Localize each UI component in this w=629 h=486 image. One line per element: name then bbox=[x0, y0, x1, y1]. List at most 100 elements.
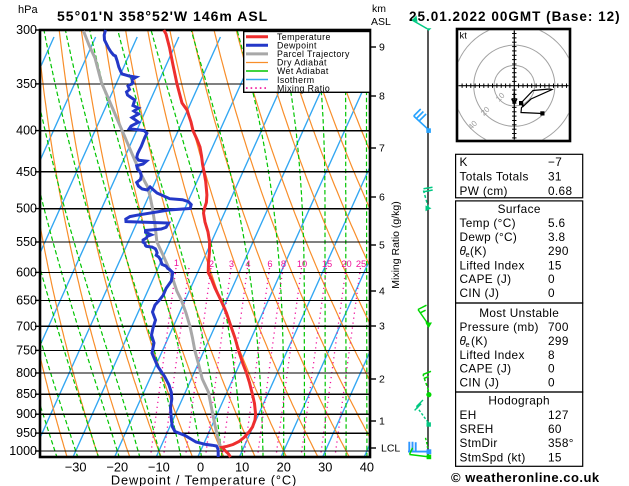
svg-text:ASL: ASL bbox=[371, 16, 391, 28]
svg-text:Dewp (°C): Dewp (°C) bbox=[460, 230, 518, 244]
svg-text:θ: θ bbox=[460, 244, 467, 258]
svg-text:Surface: Surface bbox=[498, 202, 541, 216]
svg-text:8: 8 bbox=[548, 348, 555, 362]
svg-text:0: 0 bbox=[548, 376, 555, 390]
svg-text:Parcel Trajectory: Parcel Trajectory bbox=[277, 49, 350, 59]
svg-text:1: 1 bbox=[174, 258, 179, 268]
svg-text:4: 4 bbox=[379, 286, 385, 298]
svg-text:hPa: hPa bbox=[18, 4, 38, 16]
svg-text:800: 800 bbox=[16, 366, 37, 380]
svg-text:358°: 358° bbox=[548, 436, 574, 450]
svg-text:7: 7 bbox=[379, 143, 385, 155]
svg-text:Temp (°C): Temp (°C) bbox=[460, 216, 516, 230]
svg-text:km: km bbox=[372, 3, 386, 15]
svg-text:PW (cm): PW (cm) bbox=[460, 184, 508, 198]
svg-text:3: 3 bbox=[229, 259, 234, 269]
svg-text:40: 40 bbox=[466, 119, 479, 132]
svg-text:Totals Totals: Totals Totals bbox=[460, 170, 529, 184]
svg-text:−7: −7 bbox=[548, 155, 562, 169]
svg-text:30: 30 bbox=[318, 460, 332, 475]
svg-text:Hodograph: Hodograph bbox=[488, 394, 550, 408]
svg-text:5.6: 5.6 bbox=[548, 216, 566, 230]
svg-text:299: 299 bbox=[548, 334, 569, 348]
svg-text:(K): (K) bbox=[470, 244, 487, 258]
svg-text:15: 15 bbox=[548, 450, 562, 464]
svg-text:EH: EH bbox=[460, 408, 477, 422]
svg-text:2: 2 bbox=[209, 259, 214, 269]
svg-text:Dewpoint / Temperature (°C): Dewpoint / Temperature (°C) bbox=[111, 473, 297, 486]
svg-text:20: 20 bbox=[277, 460, 291, 475]
svg-text:−20: −20 bbox=[106, 460, 128, 475]
svg-text:400: 400 bbox=[16, 124, 37, 138]
svg-text:SREH: SREH bbox=[460, 422, 494, 436]
svg-text:0: 0 bbox=[197, 460, 204, 475]
svg-text:1: 1 bbox=[379, 416, 385, 428]
svg-text:Wet Adiabat: Wet Adiabat bbox=[277, 66, 329, 76]
svg-text:© weatheronline.co.uk: © weatheronline.co.uk bbox=[451, 470, 600, 485]
svg-text:Isotherm: Isotherm bbox=[277, 75, 314, 85]
svg-text:350: 350 bbox=[16, 77, 37, 91]
svg-text:55°01'N 358°52'W 146m ASL: 55°01'N 358°52'W 146m ASL bbox=[57, 8, 268, 24]
svg-text:300: 300 bbox=[16, 23, 37, 37]
svg-text:8: 8 bbox=[281, 259, 286, 269]
svg-text:700: 700 bbox=[548, 320, 569, 334]
svg-text:127: 127 bbox=[548, 408, 569, 422]
svg-text:θ: θ bbox=[460, 334, 467, 348]
svg-text:Mixing Ratio: Mixing Ratio bbox=[277, 83, 330, 93]
svg-text:9: 9 bbox=[379, 42, 385, 54]
svg-text:−10: −10 bbox=[148, 460, 170, 475]
svg-text:20: 20 bbox=[479, 105, 492, 118]
svg-text:10: 10 bbox=[235, 460, 249, 475]
svg-text:StmDir: StmDir bbox=[460, 436, 498, 450]
svg-text:20: 20 bbox=[341, 259, 351, 269]
svg-text:3.8: 3.8 bbox=[548, 230, 566, 244]
svg-text:−30: −30 bbox=[65, 460, 87, 475]
svg-text:e: e bbox=[466, 340, 470, 349]
svg-text:K: K bbox=[460, 155, 468, 169]
svg-text:31: 31 bbox=[548, 170, 562, 184]
svg-text:3: 3 bbox=[379, 321, 385, 333]
svg-text:kt: kt bbox=[460, 31, 468, 42]
svg-text:500: 500 bbox=[16, 202, 37, 216]
svg-text:CAPE (J): CAPE (J) bbox=[460, 362, 512, 376]
svg-text:750: 750 bbox=[16, 343, 37, 357]
svg-text:25: 25 bbox=[356, 259, 366, 269]
svg-text:Pressure (mb): Pressure (mb) bbox=[460, 320, 539, 334]
svg-text:4: 4 bbox=[245, 259, 250, 269]
svg-text:LCL: LCL bbox=[381, 443, 400, 455]
svg-text:0: 0 bbox=[548, 272, 555, 286]
svg-text:290: 290 bbox=[548, 244, 569, 258]
svg-text:0: 0 bbox=[548, 362, 555, 376]
svg-text:8: 8 bbox=[379, 91, 385, 103]
svg-text:Lifted Index: Lifted Index bbox=[460, 348, 525, 362]
svg-text:Most Unstable: Most Unstable bbox=[479, 306, 559, 320]
svg-text:Dewpoint: Dewpoint bbox=[277, 41, 317, 51]
svg-text:Mixing Ratio (g/kg): Mixing Ratio (g/kg) bbox=[390, 201, 402, 289]
svg-text:5: 5 bbox=[379, 240, 385, 252]
svg-text:700: 700 bbox=[16, 319, 37, 333]
svg-text:450: 450 bbox=[16, 165, 37, 179]
svg-text:0.68: 0.68 bbox=[548, 184, 572, 198]
svg-text:Temperature: Temperature bbox=[277, 32, 331, 42]
svg-text:550: 550 bbox=[16, 235, 37, 249]
svg-text:60: 60 bbox=[548, 422, 562, 436]
svg-text:10: 10 bbox=[297, 259, 307, 269]
svg-text:CIN (J): CIN (J) bbox=[460, 286, 500, 300]
svg-text:15: 15 bbox=[548, 258, 562, 272]
svg-text:(K): (K) bbox=[471, 334, 488, 348]
svg-text:CAPE (J): CAPE (J) bbox=[460, 272, 512, 286]
svg-text:1000: 1000 bbox=[9, 444, 37, 458]
svg-text:650: 650 bbox=[16, 293, 37, 307]
svg-text:900: 900 bbox=[16, 407, 37, 421]
svg-text:Dry Adiabat: Dry Adiabat bbox=[277, 58, 327, 68]
svg-text:850: 850 bbox=[16, 387, 37, 401]
svg-text:25.01.2022 00GMT (Base: 12): 25.01.2022 00GMT (Base: 12) bbox=[409, 9, 621, 24]
svg-text:Lifted Index: Lifted Index bbox=[460, 258, 525, 272]
svg-text:10: 10 bbox=[494, 91, 507, 104]
svg-text:CIN (J): CIN (J) bbox=[460, 376, 500, 390]
svg-text:0: 0 bbox=[548, 286, 555, 300]
svg-text:6: 6 bbox=[267, 259, 272, 269]
svg-text:StmSpd (kt): StmSpd (kt) bbox=[460, 450, 526, 464]
svg-text:e: e bbox=[466, 250, 470, 259]
svg-text:6: 6 bbox=[379, 192, 385, 204]
